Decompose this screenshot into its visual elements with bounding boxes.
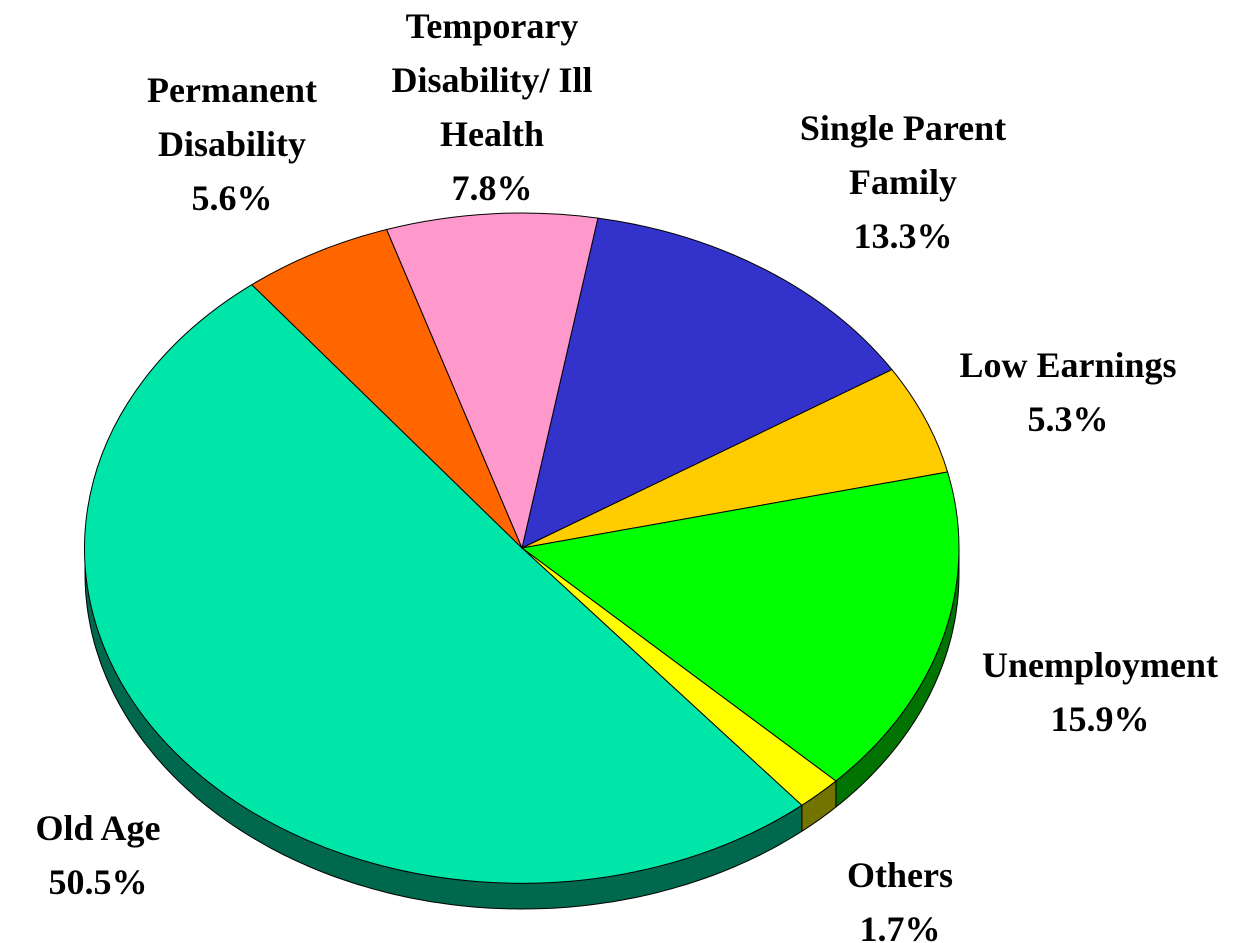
value-label: 5.6% [191,178,273,218]
category-label: Others [847,855,953,895]
category-label: Old Age [35,808,161,848]
value-label: 15.9% [1050,699,1150,739]
slice [521,368,949,549]
slice-label: Low Earnings 5.3% [908,338,1228,446]
category-label: Temporary Disability/ Ill Health [391,6,593,154]
slice [250,228,523,549]
slice [385,212,599,550]
slice [521,217,893,549]
value-label: 13.3% [853,216,953,256]
slice [520,471,960,782]
value-label: 7.8% [451,168,533,208]
slice-label: Permanent Disability 5.6% [117,63,347,225]
category-label: Unemployment [982,645,1218,685]
value-label: 1.7% [859,909,941,943]
slice-label: Others 1.7% [800,848,1000,943]
slice-label: Old Age 50.5% [0,801,198,909]
value-label: 50.5% [48,862,148,902]
category-label: Single Parent Family [799,108,1007,202]
slice-label: Unemployment 15.9% [940,638,1253,746]
slice-label: Single Parent Family 13.3% [763,101,1043,263]
value-label: 5.3% [1027,399,1109,439]
slice-label: Temporary Disability/ Ill Health 7.8% [372,0,612,215]
slice [84,284,803,884]
category-label: Permanent Disability [147,70,317,164]
category-label: Low Earnings [959,345,1177,385]
